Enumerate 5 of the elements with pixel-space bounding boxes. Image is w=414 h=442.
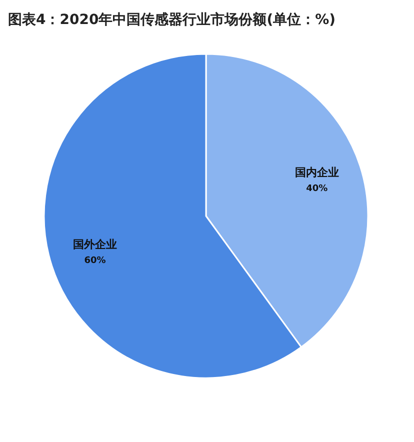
slice-label: 国外企业: [73, 238, 118, 252]
chart-title: 图表4：2020年中国传感器行业市场份额(单位：%): [8, 11, 336, 28]
data-label: 60%: [84, 256, 106, 266]
slice-label: 国内企业: [294, 166, 339, 179]
data-label: 40%: [306, 184, 328, 194]
